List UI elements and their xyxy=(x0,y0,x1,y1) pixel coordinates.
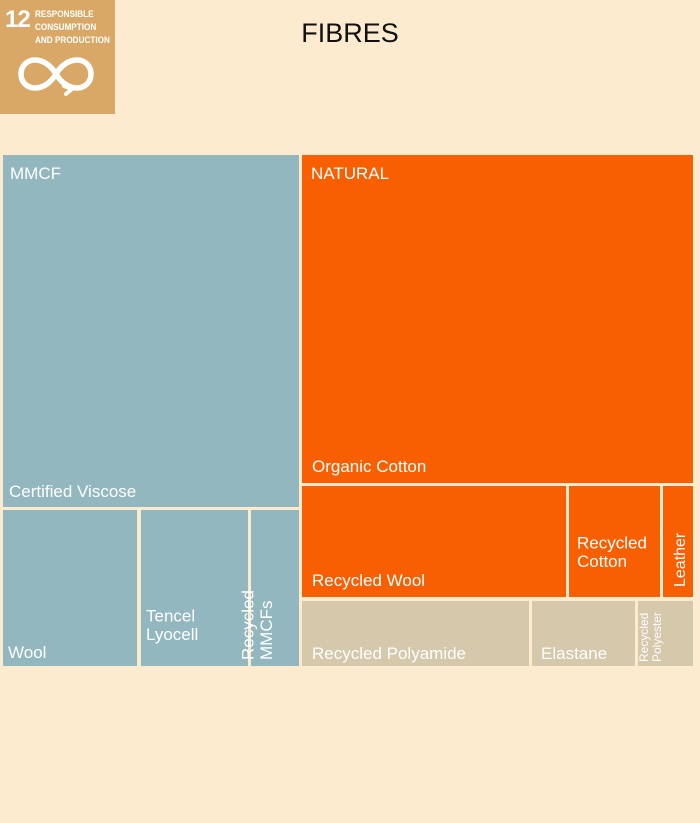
treemap-group-header: NATURAL xyxy=(311,164,389,183)
sdg-label: RESPONSIBLE CONSUMPTION AND PRODUCTION xyxy=(35,8,110,47)
treemap-group-header: MMCF xyxy=(10,164,61,183)
sdg-label-line: RESPONSIBLE xyxy=(35,9,94,20)
treemap-label: Recycled Polyamide xyxy=(312,644,466,663)
treemap-label: RecycledMMCFs xyxy=(239,590,276,660)
treemap-label: Wool xyxy=(8,643,46,662)
treemap-label: Elastane xyxy=(541,644,607,663)
treemap-cell-recycled-polyamide xyxy=(302,601,529,666)
sdg-label-line: CONSUMPTION xyxy=(35,22,97,33)
treemap-cell-recycled-polyester xyxy=(638,601,693,666)
sdg-badge: 12 RESPONSIBLE CONSUMPTION AND PRODUCTIO… xyxy=(0,0,115,114)
treemap-cell-tencel-lyocell xyxy=(141,510,248,666)
infinity-loop-icon xyxy=(18,57,94,96)
treemap-cell-elastane xyxy=(532,601,635,666)
treemap-label: Certified Viscose xyxy=(9,482,136,501)
treemap-label: RecycledPolyester xyxy=(637,612,664,662)
treemap-label: Recycled Wool xyxy=(312,571,425,590)
treemap-cell-certified-viscose xyxy=(3,155,299,507)
treemap-cell-recycled-cotton xyxy=(569,486,660,597)
treemap-cell-leather xyxy=(663,486,693,597)
treemap-cell-recycled-wool xyxy=(302,486,566,597)
treemap-label: Recycled Cotton xyxy=(577,534,647,571)
treemap-label: Leather xyxy=(672,532,689,587)
chart-title: FIBRES xyxy=(301,18,399,48)
sdg-label-line: AND PRODUCTION xyxy=(35,35,110,46)
treemap-cell-wool xyxy=(3,510,137,666)
treemap-cell-recycled-mmcfs xyxy=(251,510,299,666)
treemap-cell-organic-cotton xyxy=(302,155,693,483)
sdg-number: 12 xyxy=(5,6,31,33)
treemap-label: Tencel Lyocell xyxy=(146,607,198,644)
treemap-label: Organic Cotton xyxy=(312,457,426,476)
